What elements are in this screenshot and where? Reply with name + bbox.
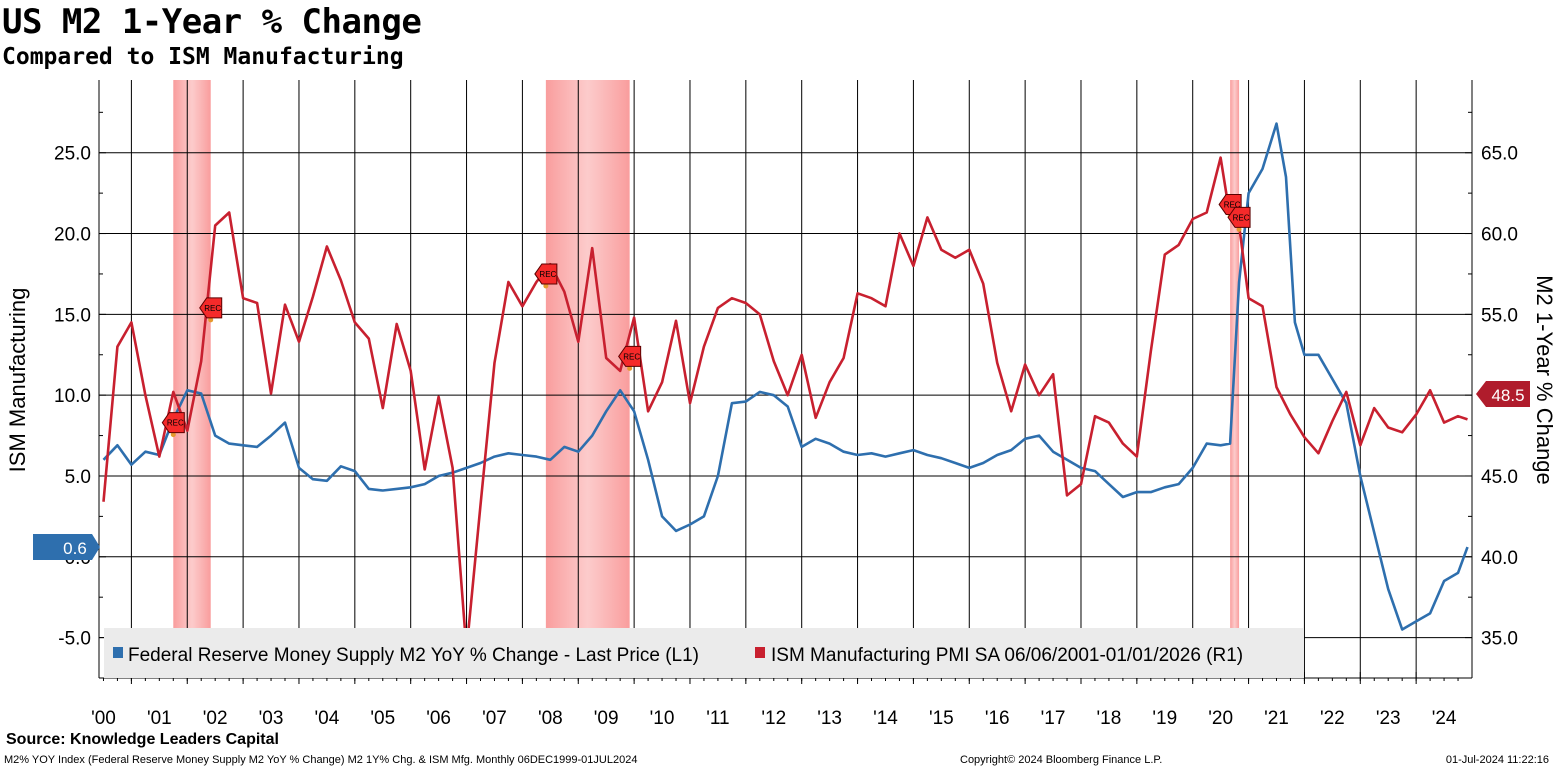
rec-marker-dot [1236,226,1242,232]
legend-swatch-m2 [113,647,123,658]
x-tick-label-18: '17 [1041,708,1066,729]
rec-marker-2: REC [199,297,223,323]
x-tick-label-20: '19 [1152,708,1177,729]
rec-marker-dot [627,365,633,371]
x-tick-label-10: '09 [594,708,619,729]
legend: Federal Reserve Money Supply M2 YoY % Ch… [104,628,1304,678]
x-tick-label-14: '13 [817,708,842,729]
x-tick-label-5: '04 [315,708,340,729]
x-tick-label-21: '20 [1208,708,1233,729]
rec-marker-flag [618,345,642,367]
x-tick-label-3: '02 [203,708,228,729]
rec-marker-label: REC [1224,200,1241,209]
legend-label-ism: ISM Manufacturing PMI SA 06/06/2001-01/0… [771,645,1243,666]
tick-marks [99,111,1472,684]
chart-subtitle: Compared to ISM Manufacturing [2,44,404,70]
legend-box [104,628,1304,678]
y-axis-right-label: M2 1-Year % Change [1532,275,1557,485]
grid [99,80,1472,678]
rec-marker-flag [161,412,185,434]
series-lines [102,122,1469,652]
axes [98,80,1473,679]
x-tick-label-6: '05 [370,708,395,729]
m2-series-line [102,122,1469,631]
recession-band-2 [545,80,630,678]
x-tick-label-4: '03 [259,708,284,729]
y-left-tick-label-5: 15.0 [54,305,91,326]
recession-bands [173,80,1240,678]
m2-last-value-badge [33,534,100,560]
y-left-tick-label-3: 5.0 [65,467,91,488]
legend-swatch-ism [755,647,765,658]
rec-marker-dot [543,283,549,289]
rec-marker-dot [170,432,176,438]
source-note: Source: Knowledge Leaders Capital [6,731,279,748]
y-left-tick-label-1: -5.0 [58,629,91,650]
chart-title: US M2 1-Year % Change [2,2,422,42]
x-tick-label-19: '18 [1097,708,1122,729]
timestamp: 01-Jul-2024 11:22:16 [1445,754,1549,766]
ism-series-line [102,156,1468,652]
rec-marker-label: REC [204,304,221,313]
rec-marker-dot [208,317,214,323]
m2-last-value: 0.6 [63,539,87,558]
y-axis-left-label: ISM Manufacturing [5,288,30,473]
x-tick-label-16: '15 [929,708,954,729]
x-tick-label-25: '24 [1432,708,1457,729]
y-left-tick-label-6: 20.0 [54,225,91,246]
x-tick-label-13: '12 [761,708,786,729]
y-axis-left-tick-labels: -5.00.05.010.015.020.025.0 [54,144,91,650]
series-description: M2% YOY Index (Federal Reserve Money Sup… [4,754,638,766]
rec-marker-4: REC [618,345,642,371]
rec-marker-flag [534,263,558,285]
x-tick-label-24: '23 [1376,708,1401,729]
rec-marker-label: REC [1233,213,1250,222]
x-tick-label-15: '14 [873,708,898,729]
y-right-tick-label-5: 55.0 [1481,305,1518,326]
x-tick-label-7: '06 [426,708,451,729]
x-tick-label-2: '01 [147,708,172,729]
x-tick-label-1: '00 [91,708,116,729]
rec-marker-flag [199,297,223,319]
y-left-tick-label-7: 25.0 [54,144,91,165]
y-right-tick-label-3: 45.0 [1481,467,1518,488]
rec-marker-label: REC [167,419,184,428]
y-left-tick-label-4: 10.0 [54,386,91,407]
x-tick-label-22: '21 [1264,708,1289,729]
ism-last-value-badge [1476,381,1530,407]
rec-marker-1: REC [161,412,185,438]
x-tick-label-17: '16 [985,708,1010,729]
rec-marker-label: REC [623,352,640,361]
rec-marker-3: REC [534,263,558,289]
y-right-tick-label-2: 40.0 [1481,548,1518,569]
x-tick-label-11: '10 [650,708,675,729]
recession-markers: REC REC REC REC REC REC [161,193,1251,438]
rec-marker-6: REC [1227,206,1251,232]
x-tick-label-12: '11 [706,708,729,729]
x-tick-label-8: '07 [482,708,507,729]
rec-marker-flag [1227,206,1251,228]
last-value-badges: 0.6 48.5 [33,381,1530,560]
x-tick-label-9: '08 [538,708,563,729]
rec-marker-label: REC [539,270,556,279]
x-tick-label-23: '22 [1320,708,1345,729]
y-right-tick-label-6: 60.0 [1481,225,1518,246]
recession-band-1 [173,80,211,678]
legend-label-m2: Federal Reserve Money Supply M2 YoY % Ch… [128,645,699,666]
y-right-tick-label-1: 35.0 [1481,629,1518,650]
copyright: Copyright© 2024 Bloomberg Finance L.P. [960,754,1163,766]
x-axis-tick-labels: '00 '01 '02 '03 '04 '05 '06 '07 '08 '09 '10 '11 '12 '… [91,708,1457,729]
y-right-tick-label-7: 65.0 [1481,144,1518,165]
ism-last-value: 48.5 [1491,386,1524,405]
